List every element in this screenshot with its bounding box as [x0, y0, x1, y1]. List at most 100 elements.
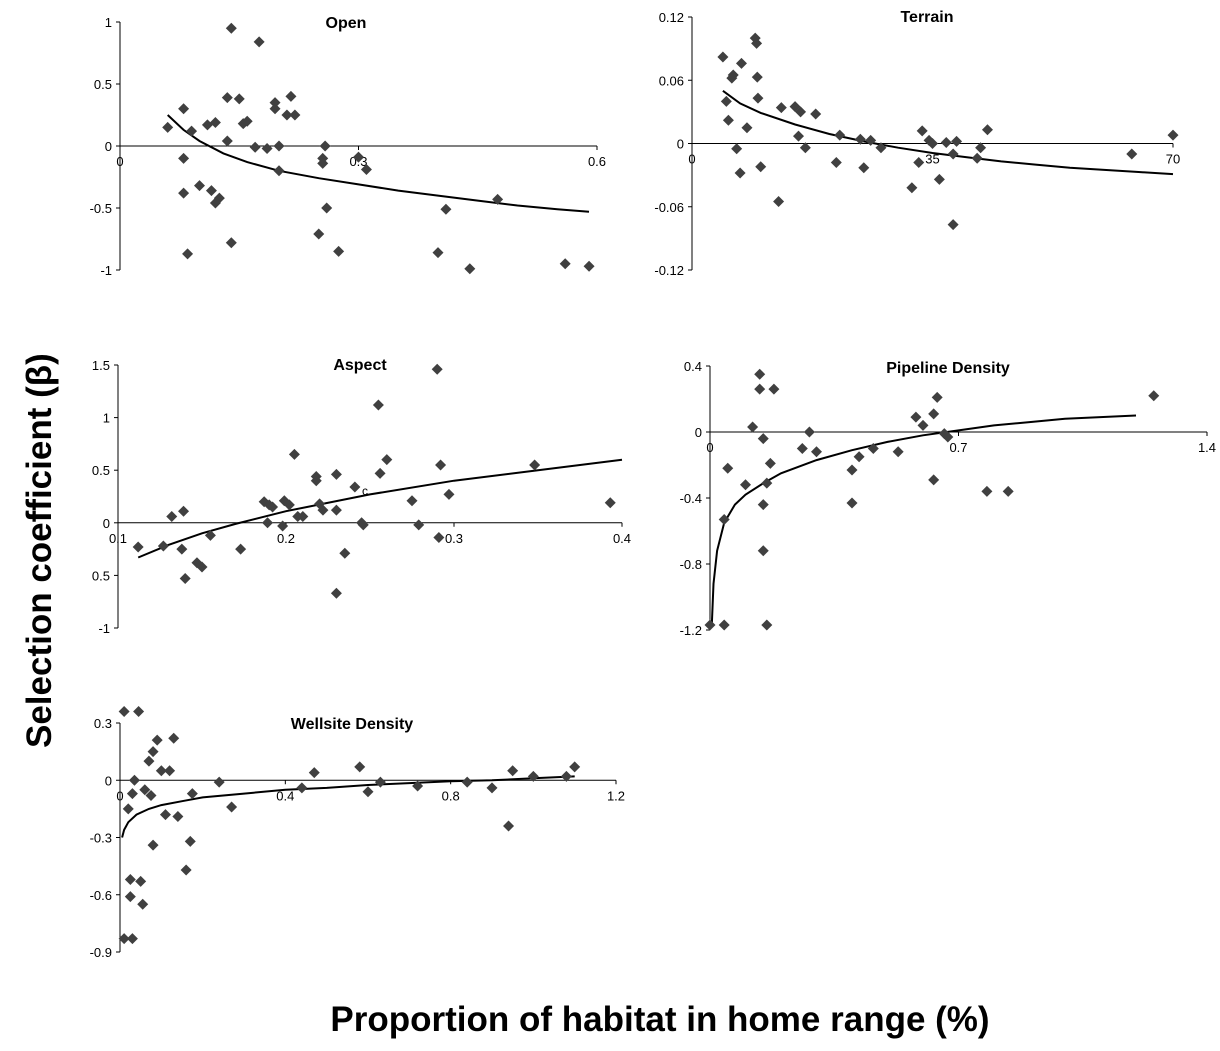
data-point	[928, 474, 940, 486]
data-point	[226, 801, 238, 813]
y-tick-label: 0.5	[92, 568, 110, 583]
y-tick-label: -0.12	[654, 263, 684, 278]
data-point	[757, 499, 769, 511]
data-point	[1002, 485, 1014, 497]
data-point	[213, 776, 225, 788]
fit-curve	[137, 458, 623, 559]
data-point	[1126, 148, 1138, 160]
data-point	[124, 873, 136, 885]
data-point	[159, 809, 171, 821]
panel-title: Aspect	[333, 357, 387, 374]
data-point	[811, 446, 822, 458]
data-point	[196, 561, 208, 573]
y-tick-label: 0	[695, 425, 702, 440]
data-point	[164, 765, 176, 777]
data-point	[168, 732, 180, 744]
data-point	[464, 263, 476, 275]
data-point	[360, 164, 372, 176]
data-point	[717, 51, 729, 63]
data-point	[796, 443, 808, 454]
y-tick-label: -0.5	[90, 201, 112, 216]
y-tick-label: -0.3	[90, 831, 112, 846]
data-point	[933, 173, 945, 185]
data-point	[413, 519, 425, 531]
data-point	[178, 187, 190, 199]
data-point	[735, 57, 747, 69]
data-point	[830, 156, 842, 168]
data-point	[981, 485, 993, 497]
x-tick-label: 70	[1166, 152, 1180, 167]
data-point	[720, 95, 732, 107]
data-point	[752, 92, 764, 104]
data-point	[186, 788, 198, 800]
data-point	[124, 891, 136, 903]
data-point	[803, 426, 815, 438]
data-point	[241, 115, 253, 127]
panel-1: -0.12 -0.06 0 0.06 0.12 0 35 70 Terrain	[654, 9, 1180, 278]
x-tick-label: 0.8	[442, 788, 460, 803]
data-point	[751, 71, 763, 83]
data-point	[184, 835, 196, 847]
y-tick-label: -1.2	[680, 623, 702, 638]
data-point	[1148, 390, 1160, 402]
data-point	[981, 124, 993, 136]
y-tick-label: -0.6	[90, 888, 112, 903]
data-point	[799, 142, 811, 154]
data-point	[321, 202, 333, 214]
data-point	[741, 122, 753, 134]
data-point	[262, 517, 274, 529]
fit-curve	[722, 89, 1174, 176]
data-point	[269, 103, 281, 115]
data-point	[339, 547, 351, 559]
data-point	[381, 454, 393, 466]
data-point	[283, 499, 295, 511]
data-point	[143, 755, 155, 767]
data-point	[221, 135, 233, 147]
y-tick-label: 0.06	[659, 73, 684, 88]
data-point	[205, 185, 217, 197]
data-point	[277, 520, 289, 532]
data-point	[431, 363, 443, 375]
data-point	[330, 468, 342, 480]
data-point	[740, 479, 751, 491]
x-tick-label: 1.4	[1198, 440, 1216, 455]
x-tick-label: 0.3	[445, 531, 463, 546]
data-point	[754, 368, 766, 380]
data-point	[172, 811, 184, 823]
data-point	[492, 193, 504, 205]
data-point	[1167, 129, 1179, 141]
data-point	[722, 462, 734, 474]
panel-2: -1 0.5 0 0.5 1 1.5 0.1 0.2 0.3 0.4 Aspect c	[92, 357, 631, 636]
data-point	[755, 161, 767, 173]
data-point	[751, 37, 763, 49]
data-point	[178, 505, 190, 517]
data-point	[267, 501, 279, 513]
data-point	[406, 495, 418, 507]
data-point	[209, 116, 221, 128]
data-point	[507, 765, 519, 777]
data-point	[942, 431, 954, 443]
data-point	[151, 734, 163, 746]
x-tick-label: 0.4	[276, 788, 294, 803]
data-point	[846, 464, 858, 476]
y-tick-label: 0.3	[94, 716, 112, 731]
data-point	[559, 258, 571, 270]
data-point	[604, 497, 616, 509]
data-point	[310, 471, 322, 483]
data-point	[940, 136, 952, 148]
data-point	[529, 459, 541, 471]
data-point	[503, 820, 515, 832]
data-point	[443, 488, 455, 500]
data-point	[118, 706, 130, 718]
panel-title: Wellsite Density	[291, 716, 414, 733]
data-point	[289, 109, 301, 121]
x-tick-label: 1.2	[607, 788, 625, 803]
data-point	[281, 109, 293, 121]
data-point	[971, 152, 983, 164]
data-point	[435, 459, 447, 471]
x-tick-label: 0.1	[109, 531, 127, 546]
data-point	[560, 770, 572, 782]
y-tick-label: 0	[105, 773, 112, 788]
data-point	[757, 545, 769, 557]
data-point	[285, 90, 297, 102]
